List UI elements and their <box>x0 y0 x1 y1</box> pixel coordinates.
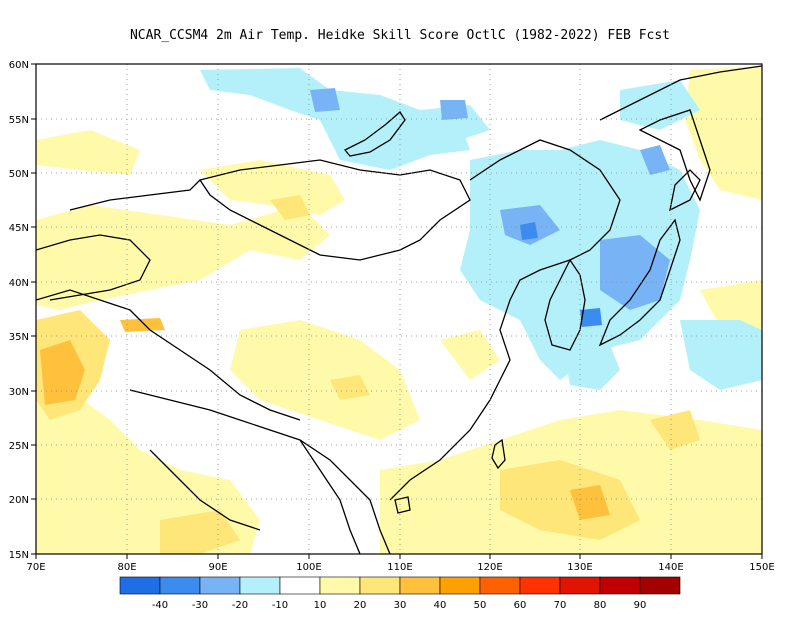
colorbar-swatch <box>439 576 481 595</box>
lat-label: 20N <box>9 495 29 506</box>
colorbar-label: -40 <box>152 600 168 611</box>
colorbar-swatch <box>279 576 321 595</box>
lat-labels: 15N 20N 25N 30N 35N 40N 45N 50N 55N 60N <box>9 60 29 561</box>
colorbar-swatch <box>479 576 521 595</box>
colorbar-swatch <box>239 576 281 595</box>
lon-label: 110E <box>387 562 412 573</box>
lon-label: 70E <box>26 562 45 573</box>
colorbar-label: 30 <box>394 600 407 611</box>
lat-label: 15N <box>9 550 29 561</box>
colorbar-label: 90 <box>634 600 647 611</box>
colorbar-label: 60 <box>514 600 527 611</box>
colorbar-swatch <box>119 576 161 595</box>
lon-label: 80E <box>117 562 136 573</box>
lat-label: 60N <box>9 60 29 71</box>
lat-label: 25N <box>9 441 29 452</box>
colorbar-swatch <box>559 576 601 595</box>
lat-label: 55N <box>9 115 29 126</box>
lon-label: 130E <box>567 562 592 573</box>
colorbar-swatch <box>159 576 201 595</box>
lat-label: 30N <box>9 387 29 398</box>
colorbar-label: 10 <box>314 600 327 611</box>
lon-label: 150E <box>749 562 774 573</box>
colorbar-label: -20 <box>232 600 248 611</box>
colorbar-label: 20 <box>354 600 367 611</box>
colorbar-swatches <box>119 576 681 595</box>
lat-label: 40N <box>9 278 29 289</box>
colorbar-swatch <box>519 576 561 595</box>
lon-label: 120E <box>477 562 502 573</box>
chart-title: NCAR_CCSM4 2m Air Temp. Heidke Skill Sco… <box>129 28 671 43</box>
axis-ticks <box>31 63 763 559</box>
colorbar-label: -10 <box>272 600 288 611</box>
colorbar-label: 70 <box>554 600 567 611</box>
skill-score-shading <box>36 66 762 554</box>
colorbar-swatch <box>199 576 241 595</box>
coastlines-and-borders <box>36 65 762 554</box>
lon-label: 100E <box>296 562 321 573</box>
colorbar-swatch <box>399 576 441 595</box>
colorbar-label: 50 <box>474 600 487 611</box>
lon-label: 90E <box>208 562 227 573</box>
colorbar-swatch <box>359 576 401 595</box>
lon-label: 140E <box>658 562 683 573</box>
colorbar-swatch <box>639 576 681 595</box>
colorbar-label: 40 <box>434 600 447 611</box>
colorbar-swatch <box>319 576 361 595</box>
colorbar-label: 80 <box>594 600 607 611</box>
lat-label: 45N <box>9 223 29 234</box>
lon-labels: 70E 80E 90E 100E 110E 120E 130E 140E 150… <box>26 562 774 573</box>
graticule <box>36 64 762 554</box>
colorbar-labels: -40 -30 -20 -10 10 20 30 40 50 60 70 80 … <box>152 600 647 611</box>
colorbar-swatch <box>599 576 641 595</box>
lat-label: 35N <box>9 332 29 343</box>
colorbar-label: -30 <box>192 600 208 611</box>
map-frame <box>35 63 763 555</box>
lat-label: 50N <box>9 169 29 180</box>
